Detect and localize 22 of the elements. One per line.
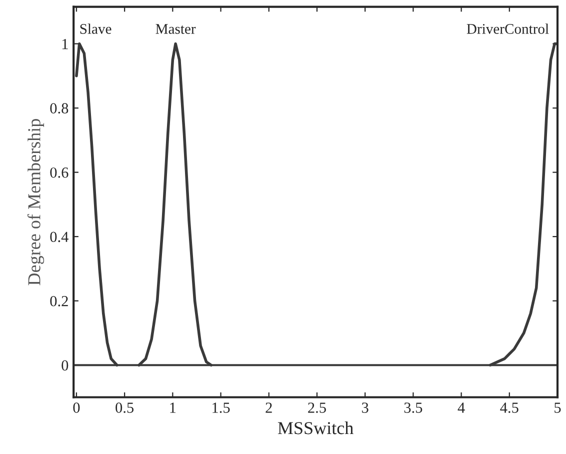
- y-tick-label: 0.8: [50, 103, 68, 114]
- series-label: Slave: [80, 24, 112, 34]
- x-tick-label: 1: [170, 402, 176, 413]
- x-tick-label: 3.5: [404, 402, 422, 413]
- y-tick-label: 0.4: [50, 232, 68, 242]
- x-tick-label: 0.5: [116, 402, 134, 413]
- x-axis-title: MSSwitch: [278, 422, 354, 434]
- y-axis-title: Degree of Membership: [27, 119, 44, 286]
- x-tick-label: 3: [362, 402, 368, 413]
- x-tick-label: 1.5: [212, 402, 230, 413]
- x-tick-label: 4.5: [500, 402, 518, 413]
- series-label: DriverControl: [466, 24, 549, 34]
- x-tick-label: 4: [458, 402, 465, 413]
- x-tick-label: 2.5: [308, 402, 326, 413]
- x-tick-label: 5: [554, 402, 561, 413]
- y-tick-label: 1: [62, 38, 68, 50]
- y-tick-label: 0.6: [50, 167, 68, 178]
- x-tick-label: 0: [73, 402, 80, 413]
- x-tick-label: 2: [266, 402, 272, 413]
- y-tick-label: 0.2: [50, 296, 68, 306]
- y-tick-label: 0: [62, 360, 68, 371]
- series-label: Master: [156, 24, 196, 34]
